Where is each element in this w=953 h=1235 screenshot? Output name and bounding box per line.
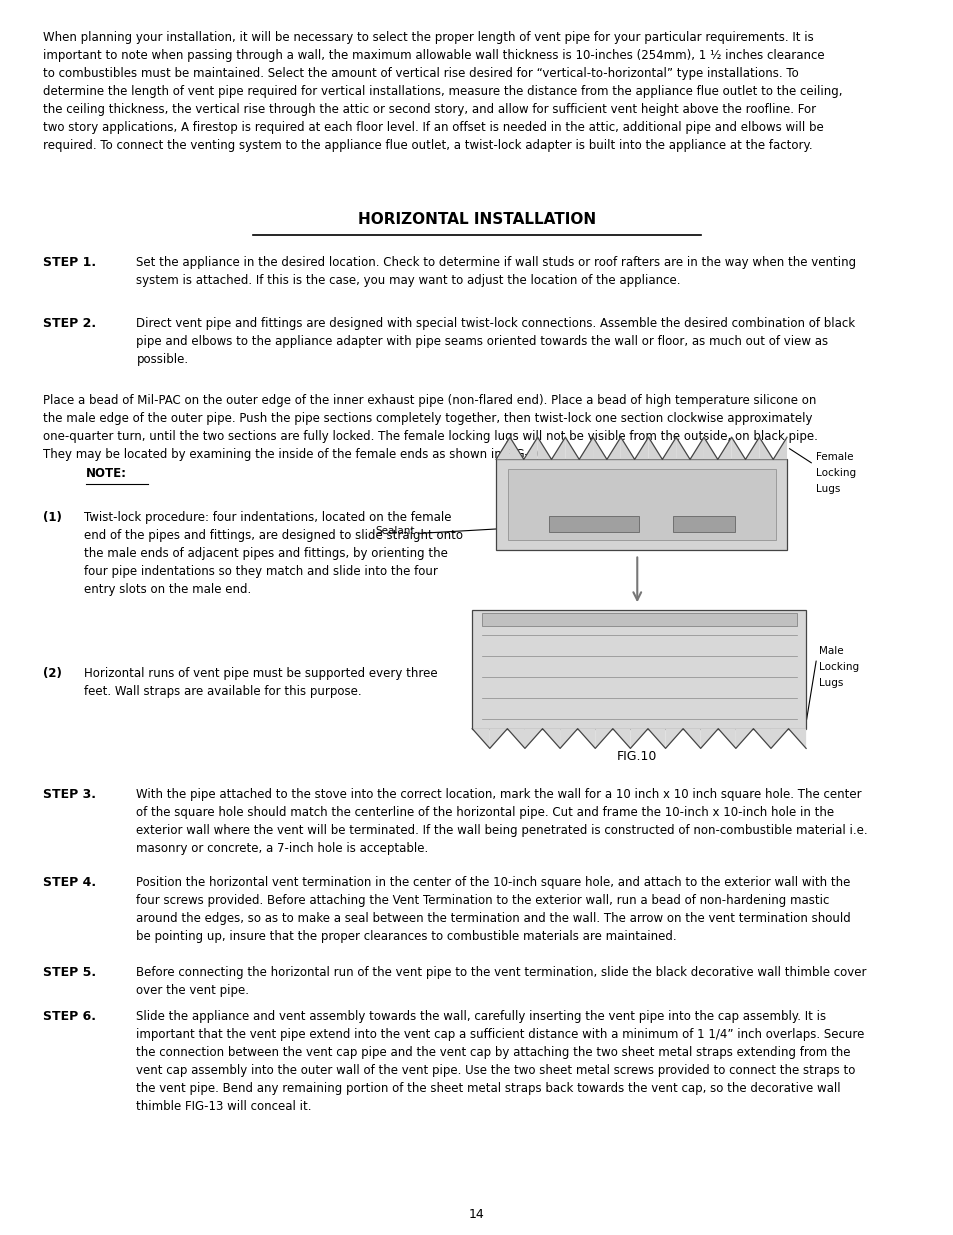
Polygon shape bbox=[772, 437, 786, 459]
Polygon shape bbox=[537, 437, 551, 459]
Polygon shape bbox=[578, 437, 593, 459]
Polygon shape bbox=[647, 729, 665, 748]
Polygon shape bbox=[703, 437, 717, 459]
Polygon shape bbox=[524, 729, 542, 748]
Text: Direct vent pipe and fittings are designed with special twist-lock connections. : Direct vent pipe and fittings are design… bbox=[136, 317, 855, 367]
Polygon shape bbox=[665, 729, 682, 748]
Polygon shape bbox=[612, 729, 630, 748]
Polygon shape bbox=[606, 437, 620, 459]
Polygon shape bbox=[648, 437, 661, 459]
Text: Locking: Locking bbox=[815, 468, 855, 478]
Text: STEP 1.: STEP 1. bbox=[43, 256, 96, 269]
Text: STEP 6.: STEP 6. bbox=[43, 1010, 96, 1024]
Bar bbox=[496, 459, 786, 550]
Bar bbox=[672, 516, 734, 532]
Polygon shape bbox=[496, 437, 510, 459]
Polygon shape bbox=[788, 729, 805, 748]
Polygon shape bbox=[717, 437, 731, 459]
Polygon shape bbox=[689, 437, 703, 459]
Polygon shape bbox=[620, 437, 634, 459]
Text: Twist-lock procedure: four indentations, located on the female
end of the pipes : Twist-lock procedure: four indentations,… bbox=[84, 511, 462, 597]
Text: Horizontal runs of vent pipe must be supported every three
feet. Wall straps are: Horizontal runs of vent pipe must be sup… bbox=[84, 667, 437, 698]
Text: HORIZONTAL INSTALLATION: HORIZONTAL INSTALLATION bbox=[357, 212, 596, 227]
Text: NOTE:: NOTE: bbox=[86, 467, 127, 480]
Text: Male: Male bbox=[818, 646, 842, 656]
Text: 14: 14 bbox=[469, 1208, 484, 1221]
Text: Before connecting the horizontal run of the vent pipe to the vent termination, s: Before connecting the horizontal run of … bbox=[136, 966, 866, 997]
Text: Position the horizontal vent termination in the center of the 10-inch square hol: Position the horizontal vent termination… bbox=[136, 876, 850, 942]
Polygon shape bbox=[700, 729, 718, 748]
Polygon shape bbox=[759, 437, 772, 459]
Polygon shape bbox=[744, 437, 759, 459]
Text: STEP 4.: STEP 4. bbox=[43, 876, 96, 889]
Polygon shape bbox=[735, 729, 753, 748]
Bar bbox=[481, 613, 796, 626]
Text: (1): (1) bbox=[43, 511, 62, 525]
Bar bbox=[472, 610, 805, 729]
Polygon shape bbox=[661, 437, 676, 459]
Polygon shape bbox=[770, 729, 788, 748]
Polygon shape bbox=[510, 437, 523, 459]
Text: Set the appliance in the desired location. Check to determine if wall studs or r: Set the appliance in the desired locatio… bbox=[136, 256, 856, 287]
Text: (2): (2) bbox=[43, 667, 62, 680]
Polygon shape bbox=[559, 729, 578, 748]
Polygon shape bbox=[753, 729, 770, 748]
Polygon shape bbox=[578, 729, 595, 748]
Polygon shape bbox=[718, 729, 735, 748]
Text: FIG.10: FIG.10 bbox=[617, 750, 657, 763]
Polygon shape bbox=[489, 729, 507, 748]
Text: STEP 5.: STEP 5. bbox=[43, 966, 96, 979]
Polygon shape bbox=[634, 437, 648, 459]
Polygon shape bbox=[565, 437, 578, 459]
Polygon shape bbox=[731, 437, 744, 459]
Polygon shape bbox=[472, 729, 489, 748]
Text: STEP 3.: STEP 3. bbox=[43, 788, 96, 802]
Polygon shape bbox=[542, 729, 559, 748]
Polygon shape bbox=[551, 437, 565, 459]
Bar bbox=[507, 469, 775, 540]
Polygon shape bbox=[682, 729, 700, 748]
Polygon shape bbox=[507, 729, 524, 748]
Text: With the pipe attached to the stove into the correct location, mark the wall for: With the pipe attached to the stove into… bbox=[136, 788, 867, 855]
Polygon shape bbox=[630, 729, 647, 748]
Text: Lugs: Lugs bbox=[815, 484, 840, 494]
Text: Sealant: Sealant bbox=[375, 526, 415, 536]
Bar bbox=[548, 516, 639, 532]
Text: Slide the appliance and vent assembly towards the wall, carefully inserting the : Slide the appliance and vent assembly to… bbox=[136, 1010, 863, 1113]
Text: STEP 2.: STEP 2. bbox=[43, 317, 96, 331]
Text: Locking: Locking bbox=[818, 662, 858, 672]
Polygon shape bbox=[523, 437, 537, 459]
Text: Female: Female bbox=[815, 452, 852, 462]
Polygon shape bbox=[593, 437, 606, 459]
Polygon shape bbox=[676, 437, 689, 459]
Text: Lugs: Lugs bbox=[818, 678, 842, 688]
Polygon shape bbox=[595, 729, 612, 748]
Text: Place a bead of Mil-PAC on the outer edge of the inner exhaust pipe (non-flared : Place a bead of Mil-PAC on the outer edg… bbox=[43, 394, 817, 461]
Text: When planning your installation, it will be necessary to select the proper lengt: When planning your installation, it will… bbox=[43, 31, 841, 152]
